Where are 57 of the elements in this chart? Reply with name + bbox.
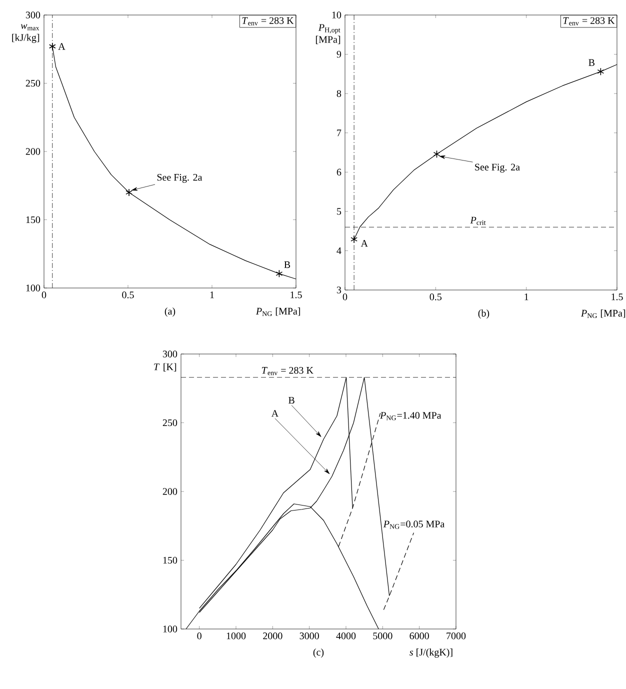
y-tick-label: 300 [162, 350, 178, 358]
y-tick-label: 100 [163, 626, 178, 632]
x-tick-label: 5000 [373, 632, 392, 640]
x-tick-label: 0 [42, 292, 46, 298]
y-tick-label: 6 [336, 168, 342, 176]
text: (c) [313, 648, 324, 658]
y-tick-label: 200 [26, 148, 40, 155]
y-tick-label: 250 [26, 80, 40, 87]
x-tick-label: 1.5 [612, 294, 623, 300]
x-tick-label: 0 [197, 632, 202, 640]
y-tick-label: 200 [162, 488, 178, 495]
x-tick-label: 1 [210, 292, 214, 298]
y-axis-title: P$_{H,opt}$ [MPa] [316, 24, 340, 44]
x-axis-title: P$_{NG}$ [MPa] [580, 310, 626, 318]
annotation: B [284, 261, 290, 268]
x-tick-label: 0.5 [122, 292, 134, 298]
annotation: P$_{NG}$=0.05 MPa [383, 520, 445, 529]
y-tick-label: 7 [337, 130, 342, 136]
y-axis-title: w$_{max}$ [kJ/kg] [12, 24, 40, 43]
x-tick-label: 7000 [446, 632, 466, 640]
y-tick-label: 100 [26, 284, 40, 292]
y-tick-label: 300 [26, 12, 40, 18]
annotation: A [271, 410, 278, 417]
y-tick-label: 8 [336, 90, 342, 97]
x-tick-label: 3000 [300, 632, 319, 640]
y-tick-label: 10 [332, 12, 342, 18]
x-tick-label: 1 [524, 294, 528, 300]
x-tick-label: 0 [342, 294, 348, 300]
annotation: P$_{NG}$=1.40 MPa [380, 412, 442, 420]
x-tick-label: 4000 [336, 632, 356, 640]
y-axis-title: T [K] [154, 363, 176, 372]
x-tick-label: 2000 [263, 632, 282, 640]
annotation: B [288, 396, 294, 404]
x-tick-label: 6000 [410, 632, 429, 640]
text: (a) [164, 308, 176, 317]
y-tick-label: 150 [26, 216, 40, 224]
text: (b) [478, 310, 490, 319]
annotation: See Fig. 2a [157, 174, 202, 183]
annotation: See Fig. 2a [475, 164, 520, 173]
y-tick-label: 4 [336, 247, 342, 254]
y-tick-label: 3 [336, 286, 342, 294]
x-axis-title: P$_{NG}$ [MPa] [256, 308, 300, 316]
y-tick-label: 150 [163, 556, 178, 564]
y-tick-label: 250 [162, 419, 178, 426]
ref-line-label: T$_{env}$ = 283 K [262, 366, 314, 376]
x-tick-label: 0.5 [430, 294, 442, 300]
x-axis-title: s [J/(kgK)] [410, 648, 452, 658]
ref-line-label: P$_{crit}$ [470, 216, 486, 225]
y-tick-label: 5 [337, 208, 342, 215]
annotation: A [58, 43, 66, 50]
y-tick-label: 9 [336, 50, 342, 58]
annotation: T$_{env}$ = 283 K [563, 17, 615, 26]
annotation: B [588, 59, 594, 66]
annotation: A [360, 240, 368, 247]
annotation: T$_{env}$ = 283 K [242, 17, 294, 26]
x-tick-label: 1.5 [290, 292, 302, 298]
x-tick-label: 1000 [226, 632, 246, 640]
